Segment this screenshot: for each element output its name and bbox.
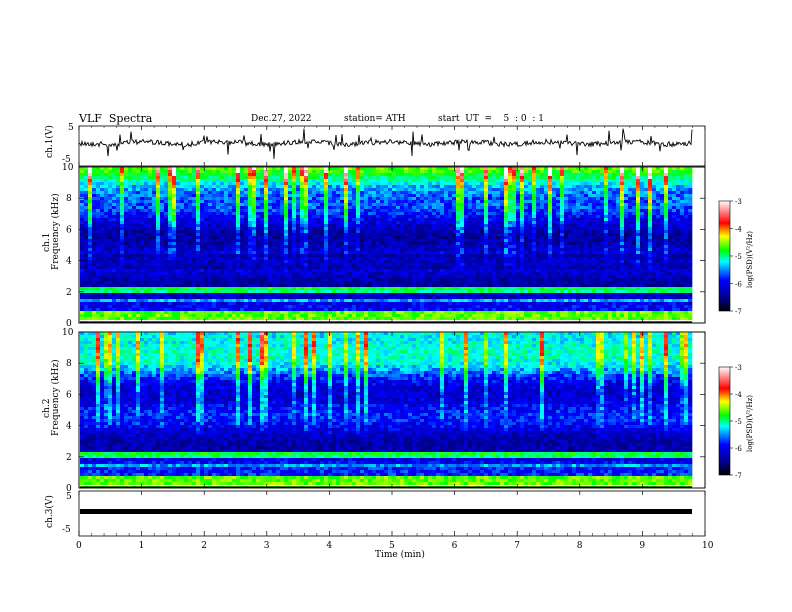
ch2-spec-ytick-0: 0: [66, 484, 72, 494]
ch1-trace: [78, 128, 693, 159]
ch1-spec-ytick-4: 4: [66, 257, 72, 267]
ch2-spec-ylabel-line1: ch.2: [42, 399, 52, 418]
ch2-colorbar-label: log(PSD)(V²/Hz): [746, 395, 754, 452]
ch2-spec-ytick-8: 8: [66, 359, 72, 369]
x-tick-label-9: 9: [639, 541, 645, 551]
ch3-ytick-top: 5: [66, 492, 72, 502]
ch1-colorbar-tick--3: -3: [735, 198, 742, 206]
x-axis-label: Time (min): [375, 549, 425, 560]
ch1-waveform-panel: 5 -5 ch.1(V): [44, 123, 706, 167]
x-tick-label-4: 4: [326, 541, 332, 551]
ch1-spectrogram-image: [80, 167, 693, 324]
x-tick-label-5: 5: [389, 541, 395, 551]
x-tick-label-3: 3: [264, 541, 270, 551]
ch1-ytick-top: 5: [68, 123, 74, 133]
ch2-spec-ytick-2: 2: [66, 453, 72, 463]
x-tick-label-1: 1: [139, 541, 145, 551]
ch1-spec-ytick-0: 0: [66, 319, 72, 329]
ch2-spectrogram-image: [80, 332, 693, 489]
ch1-colorbar-tick--6: -6: [735, 281, 742, 289]
ch1-ylabel: ch.1(V): [44, 125, 55, 158]
ch2-colorbar: -3 -4 -5 -6 -7 log(PSD)(V²/Hz): [718, 364, 754, 480]
x-tick-label-0: 0: [76, 541, 82, 551]
ch2-spec-ytick-6: 6: [66, 390, 72, 400]
ch1-colorbar-label: log(PSD)(V²/Hz): [746, 231, 754, 288]
ch2-colorbar-tick--4: -4: [735, 391, 742, 399]
ch2-colorbar-tick--7: -7: [735, 472, 742, 480]
ch1-colorbar-tick--4: -4: [735, 226, 742, 234]
ch2-colorbar-tick--6: -6: [735, 445, 742, 453]
x-tick-label-2: 2: [201, 541, 207, 551]
ch2-colorbar-tick--3: -3: [735, 364, 742, 372]
ch1-ytick-bottom: -5: [62, 155, 71, 165]
x-tick-label-7: 7: [514, 541, 520, 551]
ch3-waveform-panel: 5 -5 ch.3(V) 0 1 2 3 4 5 6 7 8 9 10 Time (min): [44, 126, 714, 560]
start-time-label: start UT = 5 : 0 : 1: [438, 114, 544, 124]
ch1-spectrogram-panel: 0 2 4 6 8 10 ch.1 Frequency (kHz): [42, 163, 706, 329]
ch1-spec-ytick-2: 2: [66, 288, 72, 298]
ch1-spec-ylabel-line1: ch.1: [42, 233, 52, 252]
x-tick-label-8: 8: [577, 541, 583, 551]
ch1-colorbar-tick--7: -7: [735, 308, 742, 316]
x-tick-label-6: 6: [452, 541, 458, 551]
ch2-spectrogram-panel: 0 2 4 6 8 10 ch.2 Frequency (kHz): [42, 328, 706, 494]
ch1-spec-ytick-6: 6: [66, 225, 72, 235]
ch2-spec-ytick-4: 4: [66, 422, 72, 432]
figure-title: VLF Spectra: [79, 112, 153, 125]
ch2-spec-ytick-10: 10: [62, 328, 74, 338]
ch1-spec-ytick-10: 10: [62, 163, 74, 173]
ch2-colorbar-tick--5: -5: [735, 418, 742, 426]
ch3-ytick-bottom: -5: [62, 525, 71, 535]
ch1-spec-ytick-8: 8: [66, 194, 72, 204]
ch2-spec-ylabel-line2: Frequency (kHz): [50, 359, 61, 436]
station-label: station= ATH: [344, 114, 406, 124]
ch3-ylabel: ch.3(V): [44, 495, 55, 528]
ch3-trace: [80, 509, 692, 514]
ch1-colorbar-tick--5: -5: [735, 253, 742, 261]
ch1-spec-ylabel-line2: Frequency (kHz): [50, 193, 61, 270]
ch1-colorbar: -3 -4 -5 -6 -7 log(PSD)(V²/Hz): [718, 198, 754, 316]
date-label: Dec.27, 2022: [251, 114, 312, 124]
x-tick-label-10: 10: [702, 541, 714, 551]
